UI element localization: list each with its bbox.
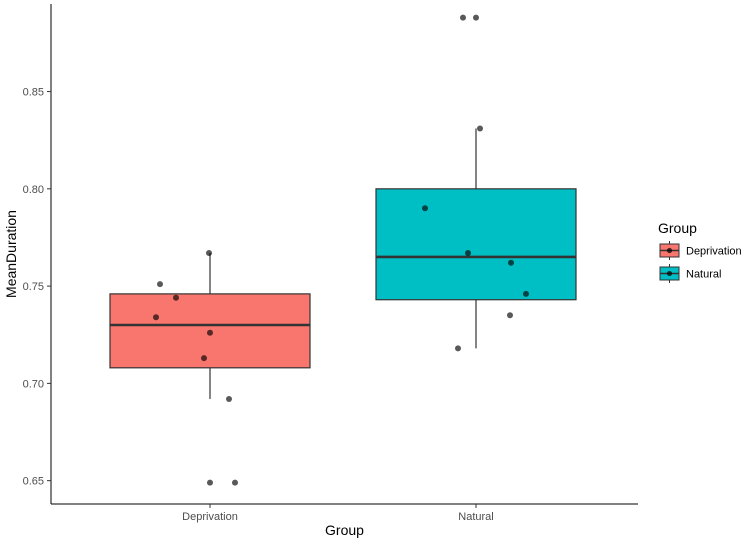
- data-point: [422, 205, 428, 212]
- data-point: [460, 14, 466, 21]
- legend: Group Deprivation Natural: [658, 220, 742, 283]
- data-point: [207, 479, 213, 486]
- plot-area: [109, 14, 577, 486]
- data-point: [473, 14, 479, 21]
- axes: 0.65 0.70 0.75 0.80 0.85 Deprivation Natural: [23, 4, 638, 523]
- data-point: [153, 314, 159, 321]
- data-point: [477, 125, 483, 132]
- data-point: [207, 329, 213, 336]
- y-tick-label: 0.85: [23, 87, 44, 99]
- legend-label: Deprivation: [686, 246, 742, 258]
- data-point: [523, 290, 529, 297]
- data-point: [226, 395, 232, 402]
- data-point: [232, 479, 238, 486]
- legend-item-natural: Natural: [659, 264, 721, 283]
- x-axis-title: Group: [325, 522, 364, 538]
- legend-title: Group: [658, 220, 697, 236]
- y-tick-label: 0.70: [23, 378, 44, 390]
- data-point: [455, 345, 461, 352]
- legend-label: Natural: [686, 269, 721, 281]
- data-point: [201, 355, 207, 362]
- x-tick-label: Natural: [458, 511, 493, 523]
- points-natural: [422, 14, 529, 352]
- legend-key-point: [666, 247, 673, 254]
- legend-item-deprivation: Deprivation: [659, 241, 742, 260]
- data-point: [173, 294, 179, 301]
- data-point: [508, 259, 514, 266]
- points-deprivation: [153, 250, 238, 486]
- data-point: [507, 312, 513, 319]
- x-tick-label: Deprivation: [182, 511, 238, 523]
- y-axis-title: MeanDuration: [3, 210, 19, 298]
- data-point: [465, 250, 471, 257]
- y-tick-label: 0.80: [23, 184, 44, 196]
- data-point: [157, 281, 163, 288]
- y-tick-label: 0.75: [23, 281, 44, 293]
- data-point: [206, 250, 212, 257]
- y-tick-label: 0.65: [23, 476, 44, 488]
- box-group-deprivation: [109, 253, 311, 399]
- legend-key-point: [666, 270, 673, 277]
- box: [375, 188, 577, 301]
- box-group-natural: [375, 128, 577, 349]
